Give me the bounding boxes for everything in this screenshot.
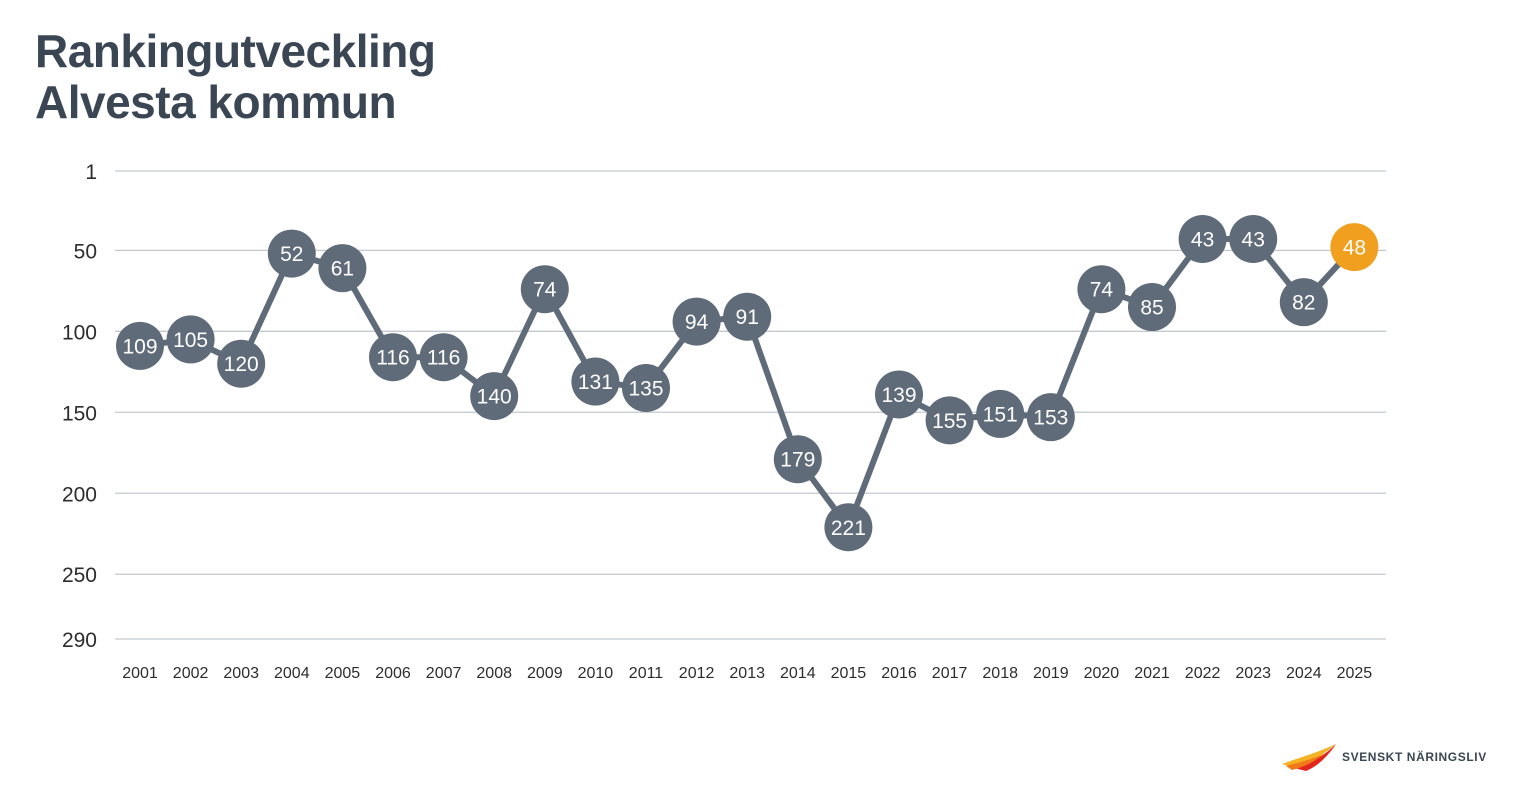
data-label: 131 — [578, 371, 613, 394]
data-point — [419, 333, 468, 382]
data-point — [723, 292, 772, 341]
logo-text: SVENSKT NÄRINGSLIV — [1342, 750, 1487, 764]
data-label: 153 — [1033, 407, 1068, 430]
x-tick-label: 2020 — [1084, 665, 1120, 682]
x-tick-label: 2018 — [982, 665, 1018, 682]
y-tick-label: 1 — [85, 161, 97, 184]
data-label: 43 — [1242, 229, 1265, 252]
data-point — [1279, 278, 1328, 327]
y-tick-label: 200 — [62, 483, 97, 506]
x-tick-label: 2007 — [426, 665, 462, 682]
title-line-1: Rankingutveckling — [35, 25, 436, 77]
title-line-2: Alvesta kommun — [35, 76, 397, 128]
x-tick-label: 2015 — [831, 665, 867, 682]
data-point — [976, 389, 1025, 438]
x-tick-label: 2021 — [1134, 665, 1170, 682]
data-point — [318, 244, 367, 293]
y-tick-label: 290 — [62, 629, 97, 652]
data-label: 85 — [1140, 297, 1163, 320]
data-point — [925, 396, 974, 445]
x-tick-label: 2008 — [476, 665, 512, 682]
data-label: 155 — [932, 410, 967, 433]
series-line — [137, 236, 1358, 531]
data-point — [1026, 393, 1075, 442]
data-label: 82 — [1292, 292, 1315, 315]
x-tick-label: 2006 — [375, 665, 411, 682]
data-point — [672, 297, 721, 346]
data-label: 116 — [376, 347, 409, 370]
x-tick-label: 2009 — [527, 665, 563, 682]
x-tick-label: 2001 — [122, 665, 158, 682]
data-label: 43 — [1191, 229, 1214, 252]
data-point — [1077, 265, 1126, 314]
data-label: 105 — [173, 329, 208, 352]
x-tick-label: 2013 — [729, 665, 765, 682]
data-points: 109 105 120 52 61 116 116 140 74 131 135 94 91 179 221… — [116, 215, 1379, 552]
x-tick-label: 2023 — [1235, 665, 1271, 682]
x-tick-label: 2022 — [1185, 665, 1221, 682]
bird-icon — [1282, 744, 1336, 771]
data-point — [824, 503, 873, 552]
x-tick-label: 2025 — [1337, 665, 1373, 682]
x-tick-label: 2011 — [629, 665, 664, 682]
data-point — [571, 357, 620, 406]
data-label: 116 — [427, 347, 460, 370]
highlight-point — [1330, 223, 1379, 272]
data-label: 52 — [280, 243, 303, 266]
x-tick-label: 2010 — [578, 665, 614, 682]
data-point — [116, 321, 164, 370]
x-tick-label: 2012 — [679, 665, 715, 682]
data-label: 74 — [1090, 279, 1114, 302]
data-label: 120 — [224, 353, 259, 376]
data-point — [217, 339, 266, 388]
data-label: 221 — [831, 517, 866, 540]
data-label: 179 — [780, 449, 815, 472]
x-tick-label: 2024 — [1286, 665, 1322, 682]
data-point — [773, 435, 822, 484]
data-point — [622, 363, 670, 412]
svenskt-naringsliv-logo: SVENSKT NÄRINGSLIV — [1280, 742, 1487, 772]
data-label: 91 — [736, 306, 759, 329]
data-label: 74 — [533, 279, 557, 302]
x-tick-label: 2016 — [881, 665, 917, 682]
y-tick-label: 100 — [62, 321, 97, 344]
data-point — [1128, 283, 1176, 332]
data-label: 94 — [685, 311, 709, 334]
data-label: 48 — [1343, 237, 1366, 260]
chart-title: Rankingutveckling Alvesta kommun — [35, 25, 436, 128]
data-label: 139 — [881, 384, 916, 407]
data-point — [267, 229, 316, 278]
y-tick-label: 150 — [62, 402, 97, 425]
data-point — [369, 333, 417, 382]
x-tick-label: 2004 — [274, 665, 310, 682]
data-label: 61 — [331, 258, 354, 281]
data-label: 109 — [122, 335, 157, 358]
y-tick-label: 250 — [62, 564, 97, 587]
data-point — [520, 265, 569, 314]
data-point — [875, 370, 923, 419]
data-point — [1178, 215, 1227, 264]
data-label: 135 — [628, 377, 663, 400]
x-tick-label: 2002 — [173, 665, 209, 682]
data-point — [166, 315, 215, 364]
data-label: 140 — [477, 386, 512, 409]
x-tick-label: 2019 — [1033, 665, 1069, 682]
x-tick-label: 2014 — [780, 665, 816, 682]
y-tick-label: 50 — [74, 240, 97, 263]
data-point — [1229, 215, 1278, 264]
data-label: 151 — [983, 403, 1018, 426]
ranking-series — [137, 236, 1358, 531]
x-tick-label: 2005 — [325, 665, 361, 682]
data-point — [470, 372, 519, 421]
x-tick-label: 2003 — [223, 665, 259, 682]
x-tick-label: 2017 — [932, 665, 968, 682]
x-axis: 2001 2002 2003 2004 2005 2006 2007 2008 2009 2010… — [122, 665, 1372, 682]
